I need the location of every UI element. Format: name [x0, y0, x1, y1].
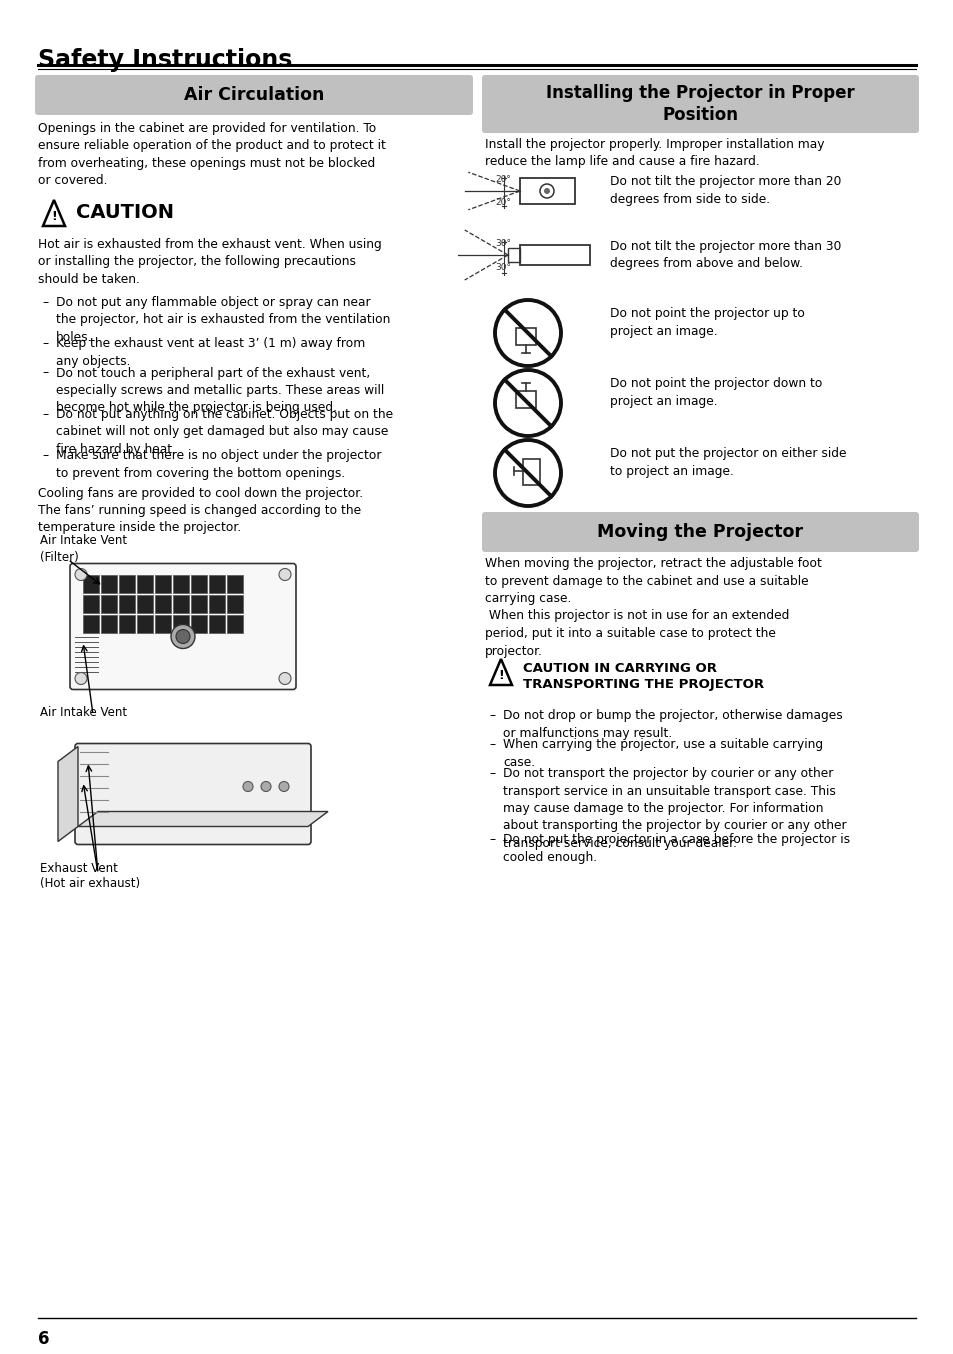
- Text: Exhaust Vent
(Hot air exhaust): Exhaust Vent (Hot air exhaust): [40, 861, 140, 891]
- Bar: [83, 615, 99, 632]
- Text: 20°: 20°: [495, 175, 511, 184]
- Text: –: –: [42, 297, 48, 309]
- Circle shape: [495, 440, 560, 506]
- Polygon shape: [58, 746, 78, 841]
- Text: 30°: 30°: [495, 263, 511, 272]
- Circle shape: [175, 630, 190, 643]
- Text: When carrying the projector, use a suitable carrying
case.: When carrying the projector, use a suita…: [502, 738, 822, 769]
- Text: –: –: [42, 450, 48, 463]
- Bar: [119, 574, 135, 593]
- Text: –: –: [489, 709, 495, 722]
- Bar: [209, 594, 225, 612]
- Text: 6: 6: [38, 1330, 50, 1349]
- Text: Air Intake Vent
(Filter): Air Intake Vent (Filter): [40, 535, 127, 563]
- Bar: [507, 248, 519, 263]
- Text: Do not transport the projector by courier or any other
transport service in an u: Do not transport the projector by courie…: [502, 766, 845, 850]
- Text: Do not put the projector on either side
to project an image.: Do not put the projector on either side …: [609, 447, 845, 478]
- Text: –: –: [42, 337, 48, 351]
- FancyBboxPatch shape: [75, 743, 311, 845]
- Text: Make sure that there is no object under the projector
to prevent from covering t: Make sure that there is no object under …: [56, 450, 381, 481]
- Text: Air Intake Vent: Air Intake Vent: [40, 707, 127, 719]
- Bar: [154, 574, 171, 593]
- Text: Do not put anything on the cabinet. Objects put on the
cabinet will not only get: Do not put anything on the cabinet. Obje…: [56, 408, 393, 456]
- Bar: [191, 594, 207, 612]
- Bar: [83, 594, 99, 612]
- Text: –: –: [42, 408, 48, 421]
- Bar: [154, 615, 171, 632]
- Text: Install the projector properly. Improper installation may
reduce the lamp life a: Install the projector properly. Improper…: [484, 138, 823, 168]
- Bar: [227, 615, 243, 632]
- Text: Do not put the projector in a case before the projector is
cooled enough.: Do not put the projector in a case befor…: [502, 834, 849, 864]
- Circle shape: [495, 301, 560, 366]
- Bar: [101, 615, 117, 632]
- Bar: [137, 574, 152, 593]
- Circle shape: [495, 370, 560, 436]
- Text: Do not drop or bump the projector, otherwise damages
or malfunctions may result.: Do not drop or bump the projector, other…: [502, 709, 841, 739]
- Bar: [209, 574, 225, 593]
- Bar: [191, 615, 207, 632]
- Bar: [119, 594, 135, 612]
- Text: Moving the Projector: Moving the Projector: [597, 523, 802, 542]
- Polygon shape: [78, 811, 328, 826]
- Text: CAUTION: CAUTION: [76, 203, 173, 222]
- Text: –: –: [42, 367, 48, 379]
- Bar: [227, 574, 243, 593]
- Bar: [101, 594, 117, 612]
- Text: 20°: 20°: [495, 198, 511, 207]
- Circle shape: [278, 781, 289, 792]
- Text: CAUTION IN CARRYING OR
TRANSPORTING THE PROJECTOR: CAUTION IN CARRYING OR TRANSPORTING THE …: [522, 662, 763, 691]
- Bar: [172, 594, 189, 612]
- Text: Keep the exhaust vent at least 3’ (1 m) away from
any objects.: Keep the exhaust vent at least 3’ (1 m) …: [56, 337, 365, 368]
- Bar: [209, 615, 225, 632]
- Bar: [172, 574, 189, 593]
- Text: Do not put any flammable object or spray can near
the projector, hot air is exha: Do not put any flammable object or spray…: [56, 297, 390, 344]
- FancyBboxPatch shape: [481, 512, 918, 552]
- Bar: [137, 615, 152, 632]
- Text: 30°: 30°: [495, 240, 511, 248]
- Circle shape: [75, 569, 87, 581]
- Bar: [519, 177, 575, 204]
- Text: Openings in the cabinet are provided for ventilation. To
ensure reliable operati: Openings in the cabinet are provided for…: [38, 122, 385, 187]
- Bar: [519, 245, 589, 265]
- FancyBboxPatch shape: [35, 74, 473, 115]
- Bar: [119, 615, 135, 632]
- Bar: [227, 594, 243, 612]
- Bar: [101, 574, 117, 593]
- Text: Cooling fans are provided to cool down the projector.
The fans’ running speed is: Cooling fans are provided to cool down t…: [38, 486, 363, 535]
- Circle shape: [278, 569, 291, 581]
- FancyBboxPatch shape: [481, 74, 918, 133]
- Bar: [172, 615, 189, 632]
- Text: Do not point the projector down to
project an image.: Do not point the projector down to proje…: [609, 376, 821, 408]
- Text: !: !: [51, 210, 57, 222]
- Circle shape: [261, 781, 271, 792]
- Text: Safety Instructions: Safety Instructions: [38, 47, 292, 72]
- Bar: [191, 574, 207, 593]
- Text: Do not tilt the projector more than 20
degrees from side to side.: Do not tilt the projector more than 20 d…: [609, 175, 841, 206]
- FancyBboxPatch shape: [70, 563, 295, 689]
- Text: When moving the projector, retract the adjustable foot
to prevent damage to the : When moving the projector, retract the a…: [484, 556, 821, 658]
- Circle shape: [543, 188, 550, 194]
- Text: Do not point the projector up to
project an image.: Do not point the projector up to project…: [609, 307, 804, 337]
- Text: Air Circulation: Air Circulation: [184, 87, 324, 104]
- Text: Hot air is exhausted from the exhaust vent. When using
or installing the project: Hot air is exhausted from the exhaust ve…: [38, 238, 381, 286]
- Bar: [154, 594, 171, 612]
- Bar: [137, 594, 152, 612]
- Text: Installing the Projector in Proper
Position: Installing the Projector in Proper Posit…: [545, 84, 854, 125]
- Text: Do not touch a peripheral part of the exhaust vent,
especially screws and metall: Do not touch a peripheral part of the ex…: [56, 367, 384, 414]
- Text: –: –: [489, 766, 495, 780]
- Circle shape: [243, 781, 253, 792]
- Circle shape: [171, 624, 194, 649]
- Text: !: !: [497, 669, 503, 681]
- Text: –: –: [489, 834, 495, 846]
- Text: Do not tilt the projector more than 30
degrees from above and below.: Do not tilt the projector more than 30 d…: [609, 240, 841, 271]
- Circle shape: [278, 673, 291, 685]
- Text: –: –: [489, 738, 495, 751]
- Bar: [83, 574, 99, 593]
- Circle shape: [75, 673, 87, 685]
